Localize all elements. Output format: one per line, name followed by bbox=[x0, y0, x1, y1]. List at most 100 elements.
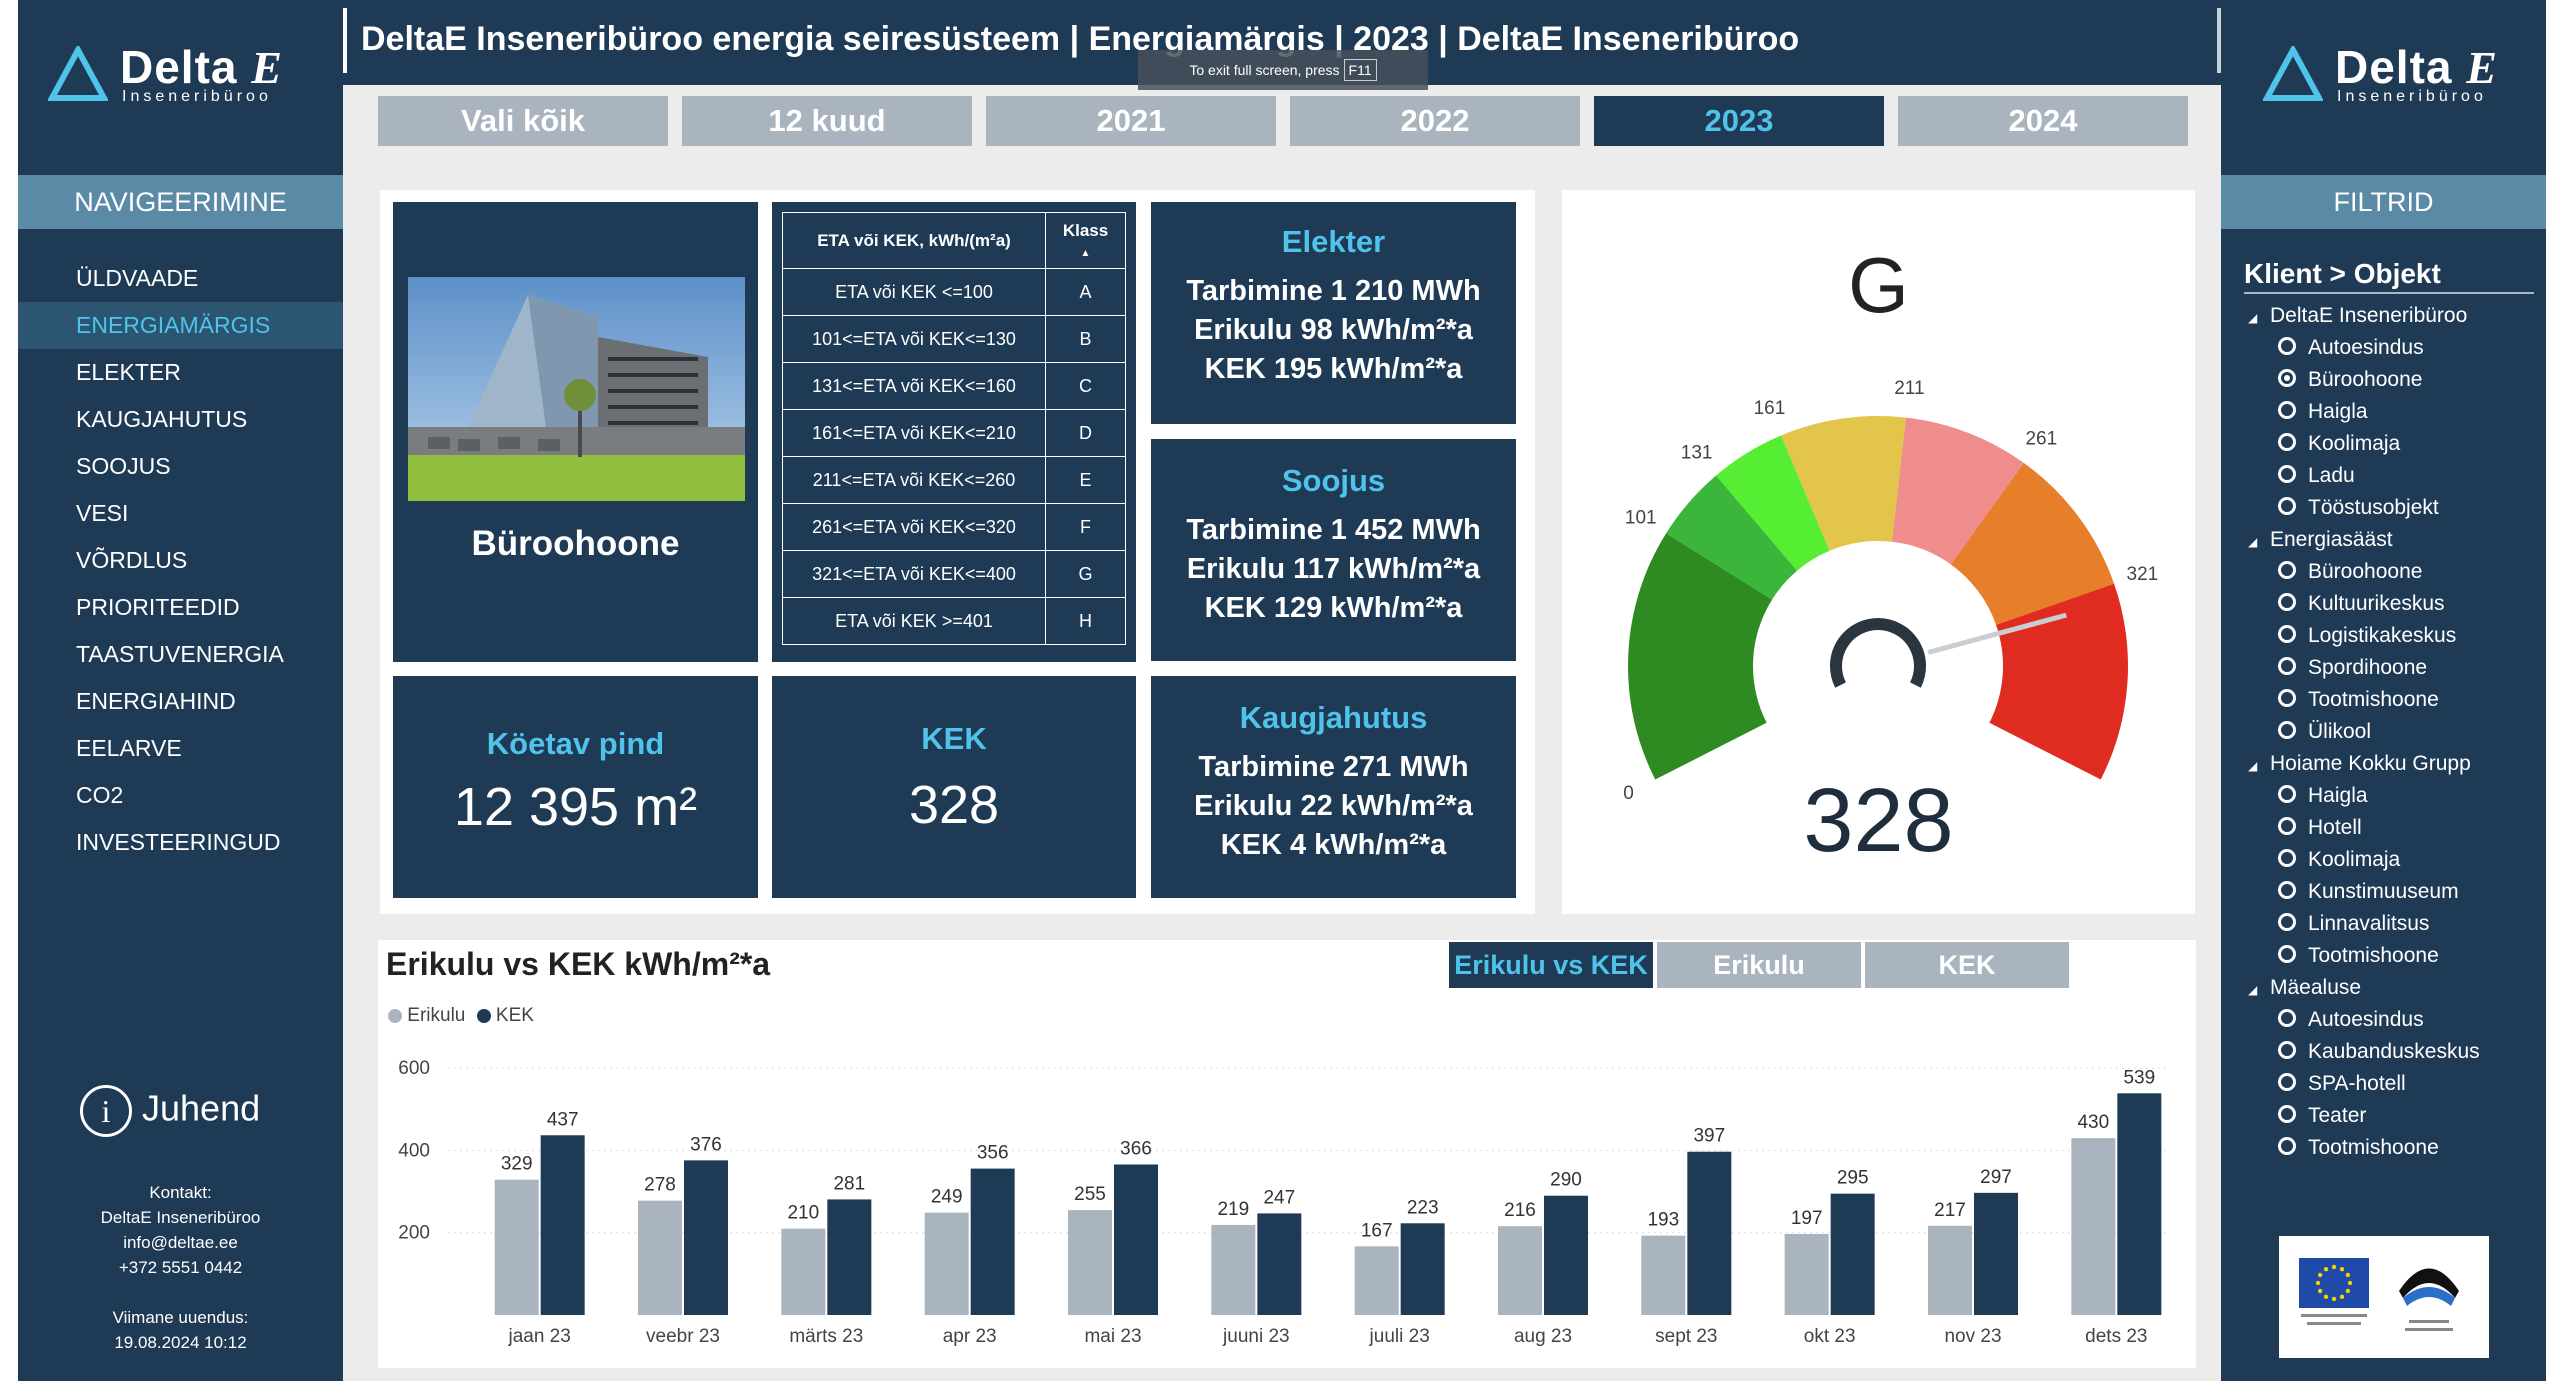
nav-item-co2[interactable]: CO2 bbox=[76, 782, 124, 808]
bar-erikulu[interactable] bbox=[1784, 1233, 1829, 1315]
bar-kek[interactable] bbox=[1544, 1195, 1588, 1315]
filter-option[interactable]: SPA-hotell bbox=[2248, 1068, 2480, 1100]
filter-option[interactable]: Autoesindus bbox=[2248, 1004, 2480, 1036]
radio-button-icon[interactable] bbox=[2278, 785, 2296, 804]
radio-button-icon[interactable] bbox=[2278, 337, 2296, 356]
filter-option[interactable]: Tootmishoone bbox=[2248, 940, 2480, 972]
table-header-class[interactable]: Klass ▲ bbox=[1045, 212, 1126, 269]
bar-erikulu[interactable] bbox=[924, 1212, 969, 1315]
filter-option[interactable]: Haigla bbox=[2248, 780, 2480, 812]
radio-button-icon[interactable] bbox=[2278, 1073, 2296, 1092]
radio-button-icon[interactable] bbox=[2278, 657, 2296, 676]
radio-button-icon[interactable] bbox=[2278, 849, 2296, 868]
filter-option[interactable]: Kaubanduskeskus bbox=[2248, 1036, 2480, 1068]
radio-button-icon[interactable] bbox=[2278, 593, 2296, 612]
filter-option[interactable]: Spordihoone bbox=[2248, 652, 2480, 684]
filter-option[interactable]: Büroohoone bbox=[2248, 364, 2480, 396]
bar-kek[interactable] bbox=[1114, 1164, 1158, 1315]
nav-item-üldvaade[interactable]: ÜLDVAADE bbox=[76, 265, 199, 291]
filter-group[interactable]: ◢ Mäealuse bbox=[2248, 972, 2480, 1004]
bar-kek[interactable] bbox=[1400, 1223, 1445, 1315]
year-button-12m[interactable]: 12 kuud bbox=[682, 96, 972, 146]
filter-option[interactable]: Teater bbox=[2248, 1100, 2480, 1132]
radio-button-icon[interactable] bbox=[2278, 721, 2296, 740]
filter-option[interactable]: Tootmishoone bbox=[2248, 1132, 2480, 1164]
radio-button-icon[interactable] bbox=[2278, 433, 2296, 452]
bar-kek[interactable] bbox=[1830, 1193, 1875, 1315]
bar-kek[interactable] bbox=[2117, 1093, 2162, 1315]
radio-button-icon[interactable] bbox=[2278, 1105, 2296, 1124]
radio-button-icon[interactable] bbox=[2278, 401, 2296, 420]
radio-button-icon[interactable] bbox=[2278, 817, 2296, 836]
filter-option[interactable]: Koolimaja bbox=[2248, 844, 2480, 876]
filter-option[interactable]: Haigla bbox=[2248, 396, 2480, 428]
bar-erikulu[interactable] bbox=[1354, 1246, 1399, 1315]
nav-item-energiamärgis[interactable]: ENERGIAMÄRGIS bbox=[18, 302, 343, 349]
year-button-2021[interactable]: 2021 bbox=[986, 96, 1276, 146]
nav-item-vesi[interactable]: VESI bbox=[76, 500, 129, 526]
bar-kek[interactable] bbox=[1257, 1213, 1302, 1315]
radio-button-icon[interactable] bbox=[2278, 561, 2296, 580]
bar-erikulu[interactable] bbox=[1211, 1224, 1256, 1315]
nav-item-soojus[interactable]: SOOJUS bbox=[76, 453, 171, 479]
nav-item-kaugjahutus[interactable]: KAUGJAHUTUS bbox=[76, 406, 248, 432]
radio-button-icon[interactable] bbox=[2278, 689, 2296, 708]
radio-button-icon[interactable] bbox=[2278, 465, 2296, 484]
bar-erikulu[interactable] bbox=[638, 1200, 682, 1315]
nav-item-taastuvenergia[interactable]: TAASTUVENERGIA bbox=[76, 641, 284, 667]
bar-erikulu[interactable] bbox=[1641, 1235, 1686, 1315]
bar-erikulu[interactable] bbox=[2071, 1138, 2116, 1315]
filter-group[interactable]: ◢ DeltaE Inseneribüroo bbox=[2248, 300, 2480, 332]
bar-erikulu[interactable] bbox=[1498, 1226, 1542, 1315]
bar-kek[interactable] bbox=[970, 1168, 1015, 1315]
radio-button-icon[interactable] bbox=[2278, 497, 2296, 516]
nav-item-elekter[interactable]: ELEKTER bbox=[76, 359, 181, 385]
bar-kek[interactable] bbox=[1974, 1192, 2018, 1315]
bar-erikulu[interactable] bbox=[494, 1179, 539, 1315]
filter-option[interactable]: Koolimaja bbox=[2248, 428, 2480, 460]
filter-option[interactable]: Tööstusobjekt bbox=[2248, 492, 2480, 524]
guide-button[interactable]: i Juhend bbox=[80, 1085, 260, 1137]
nav-item-eelarve[interactable]: EELARVE bbox=[76, 735, 182, 761]
nav-item-energiahind[interactable]: ENERGIAHIND bbox=[76, 688, 236, 714]
legend-erikulu-label[interactable]: Erikulu bbox=[407, 1005, 466, 1026]
year-button-2022[interactable]: 2022 bbox=[1290, 96, 1580, 146]
radio-button-icon[interactable] bbox=[2278, 913, 2296, 932]
radio-button-icon[interactable] bbox=[2278, 1137, 2296, 1156]
filter-option[interactable]: Linnavalitsus bbox=[2248, 908, 2480, 940]
filter-option[interactable]: Tootmishoone bbox=[2248, 684, 2480, 716]
filter-option[interactable]: Autoesindus bbox=[2248, 332, 2480, 364]
year-button-2024[interactable]: 2024 bbox=[1898, 96, 2188, 146]
collapse-triangle-icon[interactable]: ◢ bbox=[2248, 983, 2258, 997]
filter-group[interactable]: ◢ Energiasääst bbox=[2248, 524, 2480, 556]
filter-option[interactable]: Ladu bbox=[2248, 460, 2480, 492]
year-button-all[interactable]: Vali kõik bbox=[378, 96, 668, 146]
filter-group[interactable]: ◢ Hoiame Kokku Grupp bbox=[2248, 748, 2480, 780]
table-header-range[interactable]: ETA või KEK, kWh/(m²a) bbox=[782, 212, 1046, 269]
radio-button-icon[interactable] bbox=[2278, 945, 2296, 964]
tab-erikulu[interactable]: Erikulu bbox=[1657, 942, 1861, 988]
filter-option[interactable]: Kunstimuuseum bbox=[2248, 876, 2480, 908]
nav-item-investeeringud[interactable]: INVESTEERINGUD bbox=[76, 829, 281, 855]
nav-item-prioriteedid[interactable]: PRIORITEEDID bbox=[76, 594, 240, 620]
bar-erikulu[interactable] bbox=[1928, 1225, 1972, 1315]
filter-option[interactable]: Hotell bbox=[2248, 812, 2480, 844]
nav-item-võrdlus[interactable]: VÕRDLUS bbox=[76, 547, 188, 573]
radio-button-icon[interactable] bbox=[2278, 881, 2296, 900]
filter-option[interactable]: Büroohoone bbox=[2248, 556, 2480, 588]
bar-erikulu[interactable] bbox=[781, 1228, 826, 1315]
bar-kek[interactable] bbox=[1687, 1151, 1732, 1315]
radio-button-icon[interactable] bbox=[2278, 625, 2296, 644]
contact-email[interactable]: info@deltae.ee bbox=[123, 1233, 238, 1252]
filter-option[interactable]: Logistikakeskus bbox=[2248, 620, 2480, 652]
tab-kek[interactable]: KEK bbox=[1865, 942, 2069, 988]
collapse-triangle-icon[interactable]: ◢ bbox=[2248, 759, 2258, 773]
bar-kek[interactable] bbox=[540, 1135, 585, 1315]
collapse-triangle-icon[interactable]: ◢ bbox=[2248, 535, 2258, 549]
filter-option[interactable]: Ülikool bbox=[2248, 716, 2480, 748]
radio-button-icon[interactable] bbox=[2278, 369, 2296, 388]
bar-erikulu[interactable] bbox=[1068, 1210, 1112, 1315]
bar-kek[interactable] bbox=[684, 1160, 728, 1315]
filter-option[interactable]: Kultuurikeskus bbox=[2248, 588, 2480, 620]
tab-erikulu-vs-kek[interactable]: Erikulu vs KEK bbox=[1449, 942, 1653, 988]
